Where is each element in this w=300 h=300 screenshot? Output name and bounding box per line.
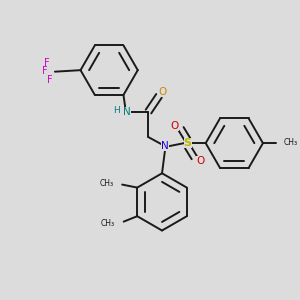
Text: S: S [184, 138, 192, 148]
Text: F: F [44, 58, 49, 68]
Text: N: N [124, 106, 131, 116]
Text: N: N [161, 141, 169, 151]
Text: F: F [42, 66, 47, 76]
Text: CH₃: CH₃ [101, 219, 115, 228]
Text: F: F [47, 75, 52, 85]
Text: CH₃: CH₃ [284, 138, 298, 147]
Text: O: O [196, 156, 204, 166]
Text: O: O [171, 121, 179, 131]
Text: O: O [158, 87, 167, 97]
Text: H: H [113, 106, 120, 115]
Text: CH₃: CH₃ [100, 178, 114, 188]
